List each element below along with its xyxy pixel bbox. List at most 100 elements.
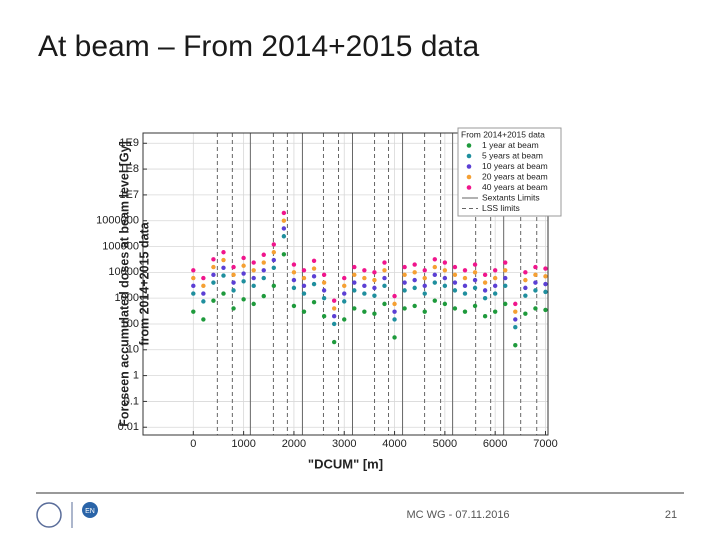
data-point xyxy=(543,289,548,295)
data-point xyxy=(523,270,528,275)
data-point xyxy=(211,298,216,303)
data-point xyxy=(432,298,438,303)
data-point xyxy=(372,293,377,298)
data-point xyxy=(301,275,307,281)
data-point xyxy=(221,265,226,270)
data-point xyxy=(191,268,196,273)
y-tick-label: 10000 xyxy=(108,266,139,278)
legend-marker xyxy=(466,153,472,159)
data-point xyxy=(261,293,266,299)
en-logo xyxy=(82,502,98,518)
data-point xyxy=(533,272,538,278)
data-point xyxy=(492,275,498,281)
data-point xyxy=(372,311,377,316)
data-point xyxy=(523,285,528,291)
data-point xyxy=(331,306,337,311)
legend-label: LSS limits xyxy=(482,203,520,213)
data-point xyxy=(342,283,347,289)
data-point xyxy=(201,283,206,289)
data-point xyxy=(291,285,297,291)
data-point xyxy=(422,291,427,296)
page-number: 21 xyxy=(665,509,677,521)
data-point xyxy=(462,291,468,296)
data-point xyxy=(251,268,256,273)
data-point xyxy=(321,288,327,293)
data-point xyxy=(392,301,397,307)
chart: 0.010.111010010001000010000010000001E71E… xyxy=(96,127,562,471)
data-point xyxy=(191,309,196,314)
data-point xyxy=(352,264,357,270)
data-point xyxy=(513,309,518,314)
data-point xyxy=(503,301,508,307)
data-point xyxy=(281,234,287,239)
data-point xyxy=(503,268,508,273)
legend-label: 10 years at beam xyxy=(482,161,548,171)
data-point xyxy=(201,291,206,296)
data-point xyxy=(342,317,347,322)
data-point xyxy=(221,250,226,255)
data-point xyxy=(513,343,518,348)
data-point xyxy=(261,275,266,281)
y-tick-label: 0.01 xyxy=(118,421,139,433)
data-point xyxy=(362,283,367,289)
data-point xyxy=(311,258,317,264)
data-point xyxy=(382,283,387,289)
data-point xyxy=(261,268,266,273)
y-tick-label: 1E8 xyxy=(119,163,139,175)
data-point xyxy=(362,268,367,273)
data-point xyxy=(331,298,337,303)
x-tick-label: 1000 xyxy=(231,438,255,450)
data-point xyxy=(311,281,317,287)
x-tick-label: 2000 xyxy=(282,438,306,450)
data-point xyxy=(231,306,236,311)
data-point xyxy=(422,268,427,273)
data-point xyxy=(482,280,488,285)
data-point xyxy=(462,309,468,314)
data-point xyxy=(422,309,427,314)
data-point xyxy=(382,275,387,281)
y-tick-label: 1 xyxy=(133,370,139,382)
data-point xyxy=(442,260,448,265)
legend-marker xyxy=(466,174,472,180)
x-tick-label: 4000 xyxy=(382,438,406,450)
data-point xyxy=(362,291,367,296)
data-point xyxy=(211,257,216,262)
y-tick-label: 1E9 xyxy=(119,137,139,149)
data-point xyxy=(251,301,256,307)
legend-marker xyxy=(466,164,472,169)
data-point xyxy=(492,309,498,314)
data-point xyxy=(492,283,498,289)
data-point xyxy=(462,275,468,281)
data-point xyxy=(513,317,518,322)
data-point xyxy=(301,268,307,273)
data-point xyxy=(503,283,508,289)
data-point xyxy=(432,257,438,262)
data-point xyxy=(503,275,508,281)
slide-title: At beam – From 2014+2015 data xyxy=(38,30,479,63)
footer-text: MC WG - 07.11.2016 xyxy=(406,509,509,521)
data-point xyxy=(452,272,458,278)
data-point xyxy=(352,306,357,311)
cern-logo xyxy=(36,502,62,528)
data-point xyxy=(261,260,266,265)
data-point xyxy=(452,280,458,285)
data-point xyxy=(412,285,417,291)
data-point xyxy=(372,270,377,275)
data-point xyxy=(241,255,246,261)
data-point xyxy=(472,303,478,309)
data-point xyxy=(513,324,518,330)
data-point xyxy=(372,277,377,283)
data-point xyxy=(291,270,297,275)
data-point xyxy=(432,272,438,278)
data-point xyxy=(372,285,377,291)
y-tick-label: 100 xyxy=(121,318,139,330)
y-axis-label: from 2014+2015 data xyxy=(137,221,151,345)
legend-marker xyxy=(466,185,472,190)
data-point xyxy=(352,288,357,293)
data-point xyxy=(251,275,256,281)
data-point xyxy=(442,283,448,289)
data-point xyxy=(533,306,538,311)
x-tick-label: 5000 xyxy=(433,438,457,450)
data-point xyxy=(472,285,478,291)
